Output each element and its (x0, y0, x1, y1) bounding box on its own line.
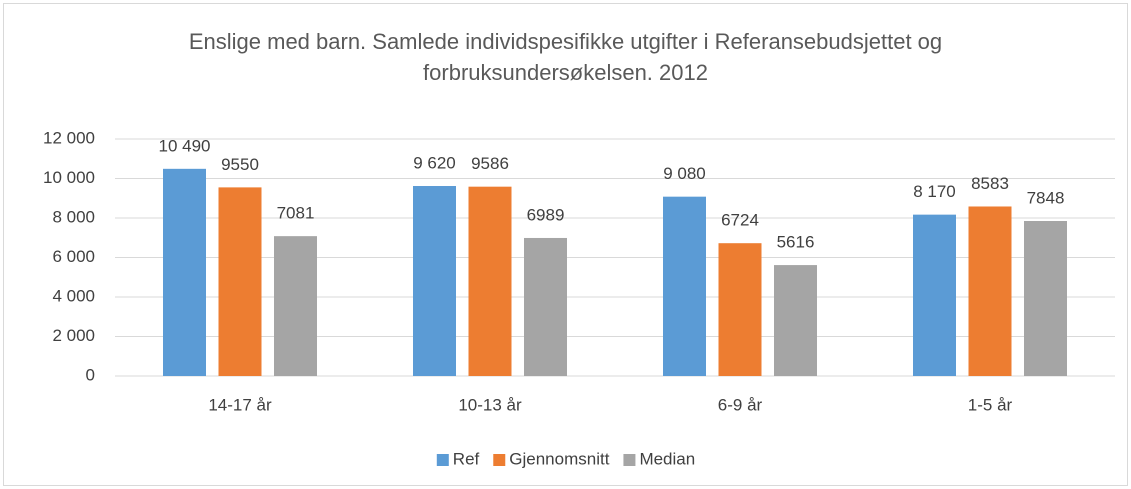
legend-swatch (623, 454, 636, 466)
bar (413, 186, 456, 376)
value-label: 9550 (221, 155, 259, 174)
value-label: 8583 (971, 174, 1009, 193)
bar (218, 187, 262, 376)
legend-label: Ref (453, 449, 480, 468)
value-label: 5616 (777, 233, 815, 252)
legend-label: Gjennomsnitt (509, 449, 609, 468)
bar (718, 243, 762, 376)
value-label: 8 170 (913, 182, 956, 201)
value-label: 6989 (527, 205, 565, 224)
x-tick-label: 10-13 år (458, 395, 522, 414)
x-tick-label: 14-17 år (208, 395, 272, 414)
bar (663, 196, 706, 376)
x-tick-label: 6-9 år (718, 395, 763, 414)
value-label: 6724 (721, 211, 759, 230)
value-label: 7081 (277, 204, 315, 223)
value-label: 10 490 (159, 136, 211, 155)
value-label: 9 080 (663, 164, 706, 183)
y-tick-label: 8 000 (52, 207, 95, 226)
bar (274, 236, 317, 376)
x-tick-label: 1-5 år (968, 395, 1013, 414)
bar (968, 206, 1012, 376)
value-label: 7848 (1027, 188, 1065, 207)
bar (163, 168, 206, 376)
value-label: 9586 (471, 154, 509, 173)
bar (913, 214, 956, 376)
bar (1024, 221, 1067, 376)
y-tick-label: 2 000 (52, 326, 95, 345)
bar (774, 265, 817, 376)
title-box: Enslige med barn. Samlede individspesifi… (0, 26, 1131, 88)
y-tick-label: 0 (86, 365, 95, 384)
legend-swatch (436, 454, 449, 466)
bar (524, 237, 567, 376)
chart-title: Enslige med barn. Samlede individspesifi… (188, 29, 943, 85)
legend-label: Median (639, 449, 695, 468)
y-tick-label: 4 000 (52, 286, 95, 305)
y-tick-label: 6 000 (52, 247, 95, 266)
y-tick-label: 10 000 (43, 168, 95, 187)
bar (468, 186, 512, 376)
y-tick-label: 12 000 (43, 128, 95, 147)
legend-swatch (493, 454, 506, 466)
value-label: 9 620 (413, 153, 456, 172)
